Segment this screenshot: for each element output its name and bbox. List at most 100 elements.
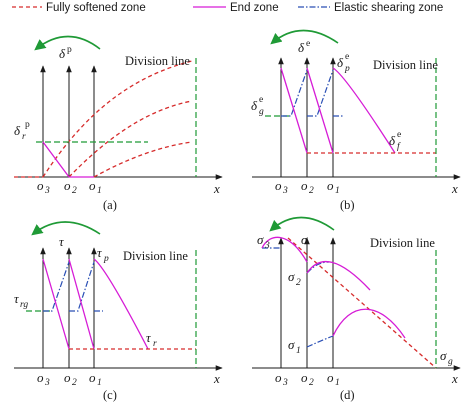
- panel-d-elastic-o1: [306, 335, 334, 348]
- panel-a-o1-label: o: [89, 178, 96, 193]
- panel-a-x-label: x: [213, 181, 220, 196]
- panel-b-o3-label: o: [275, 178, 282, 193]
- panel-c-elastic-o2: [69, 261, 95, 312]
- panel-b-caption: (b): [340, 198, 355, 212]
- legend-item-end-zone: End zone: [193, 2, 279, 14]
- panel-a-softened-curve-o3: [42, 60, 193, 178]
- panel-a: x δ p δ r p Division line o 3 o 2 o 1 (a…: [14, 35, 223, 212]
- panel-d-sg-sub: g: [448, 357, 453, 367]
- panel-a-softened-curve-o1: [93, 141, 193, 178]
- panel-b: x δ e Division line δ p e δ g e δ f e o …: [251, 29, 461, 212]
- panel-b-y-sup: e: [306, 39, 310, 49]
- panel-b-g-sub: g: [259, 107, 264, 117]
- panel-d-end-zone-o1: [332, 308, 406, 339]
- panel-d-o3-label: o: [275, 370, 282, 385]
- panel-c-r-sub: r: [153, 339, 157, 349]
- panel-c-o2-label: o: [64, 370, 71, 385]
- panel-b-o3-sub: 3: [282, 186, 288, 196]
- panel-d: x σ Division line σ 3 σ 2 σ 1 σ g o 3 o …: [252, 216, 461, 402]
- panel-c-end-zone-o2: [68, 258, 95, 350]
- panel-d-s2-sub: 2: [296, 278, 301, 288]
- panel-a-softened-curve-o2: [68, 100, 193, 178]
- panel-c-r-symbol: τ: [146, 330, 152, 345]
- panel-b-o2-label: o: [301, 178, 308, 193]
- panel-c-o1-sub: 1: [97, 378, 102, 388]
- panel-c-y-symbol: τ: [59, 234, 65, 249]
- legend-item-elastic-shearing: Elastic shearing zone: [298, 2, 443, 14]
- panel-c-division-label: Division line: [123, 249, 188, 263]
- panel-a-o2-sub: 2: [72, 186, 77, 196]
- panel-b-o1-sub: 1: [335, 186, 340, 196]
- panel-d-end-zone-o2: [306, 260, 371, 291]
- panel-d-s1-symbol: σ: [288, 337, 295, 352]
- panel-b-r-symbol: δ: [389, 133, 396, 148]
- panel-d-softened-line: [287, 237, 437, 369]
- panel-a-o1-sub: 1: [97, 186, 102, 196]
- panel-b-division-label: Division line: [373, 58, 438, 72]
- panel-a-y-sup: p: [67, 45, 72, 55]
- panel-d-o1-label: o: [327, 370, 334, 385]
- panel-b-x-label: x: [451, 181, 458, 196]
- panel-b-g-symbol: δ: [251, 98, 258, 113]
- legend-item-fully-softened: Fully softened zone: [12, 2, 146, 14]
- panel-b-end-zone-o3: [280, 67, 308, 154]
- panel-b-o2-sub: 2: [309, 186, 314, 196]
- panel-c-caption: (c): [103, 388, 117, 402]
- panel-d-o2-sub: 2: [309, 378, 314, 388]
- legend-label-end-zone: End zone: [230, 2, 279, 14]
- panel-d-caption: (d): [340, 388, 355, 402]
- panel-a-o3-label: o: [37, 178, 44, 193]
- panel-a-level-symbol: δ: [14, 123, 21, 138]
- panel-d-o3-sub: 3: [282, 378, 288, 388]
- panel-a-caption: (a): [103, 198, 117, 212]
- panel-a-o3-sub: 3: [44, 186, 50, 196]
- panel-b-y-symbol: δ: [298, 40, 305, 55]
- panel-c-o1-label: o: [89, 370, 96, 385]
- panel-d-y-symbol: σ: [301, 232, 308, 247]
- panel-a-level-sub: r: [22, 132, 26, 142]
- panel-c-end-zone-o3: [42, 258, 70, 350]
- panel-c-o3-sub: 3: [44, 378, 50, 388]
- panel-b-elastic-o3: [281, 69, 308, 117]
- legend-label-elastic-shearing: Elastic shearing zone: [334, 2, 443, 14]
- panel-a-y-symbol: δ: [59, 46, 66, 61]
- panel-c-rotation-arrow: [31, 221, 101, 236]
- panel-d-s3-sub: 3: [264, 241, 270, 251]
- panel-a-division-label: Division line: [125, 54, 190, 68]
- panel-c-o2-sub: 2: [72, 378, 77, 388]
- panel-b-g-sup: e: [259, 95, 263, 105]
- panel-d-division-label: Division line: [370, 236, 435, 250]
- panel-b-end-zone-o1: [332, 67, 396, 154]
- panel-b-peak-sup: e: [345, 52, 349, 62]
- panel-d-o1-sub: 1: [335, 378, 340, 388]
- panel-c-o3-label: o: [37, 370, 44, 385]
- panel-d-rotation-arrow: [269, 216, 335, 232]
- panel-b-rotation-arrow: [270, 29, 339, 45]
- panel-c: x τ Division line τ p τ rg τ r o 3 o 2 o…: [14, 221, 223, 402]
- panel-d-end-zone-o3: [261, 236, 308, 263]
- panel-b-o1-label: o: [327, 178, 334, 193]
- panel-d-o2-label: o: [301, 370, 308, 385]
- panel-b-r-sub: f: [397, 141, 401, 152]
- panel-c-g-symbol: τ: [14, 291, 20, 306]
- panel-b-end-zone-o2: [306, 67, 334, 154]
- panel-c-elastic-o3: [43, 261, 70, 312]
- panel-a-level-sup: p: [25, 120, 30, 130]
- panel-c-x-label: x: [213, 371, 220, 386]
- panel-b-peak-symbol: δ: [337, 55, 344, 70]
- panel-c-g-sub: rg: [20, 300, 28, 310]
- panel-d-x-label: x: [451, 371, 458, 386]
- panel-a-end-zone-line: [42, 141, 70, 178]
- panel-b-r-sup: e: [397, 130, 401, 140]
- panel-d-s1-sub: 1: [296, 346, 301, 356]
- panel-d-sg-symbol: σ: [440, 348, 447, 363]
- panel-c-peak-symbol: τ: [97, 245, 103, 260]
- panel-a-o2-label: o: [64, 178, 71, 193]
- legend: Fully softened zone End zone Elastic she…: [12, 2, 443, 14]
- panel-b-elastic-o2: [307, 69, 334, 117]
- legend-label-fully-softened: Fully softened zone: [46, 2, 146, 14]
- panel-c-end-zone-o1: [93, 258, 149, 350]
- panel-a-rotation-arrow: [34, 35, 101, 51]
- panel-d-s3-symbol: σ: [257, 232, 264, 247]
